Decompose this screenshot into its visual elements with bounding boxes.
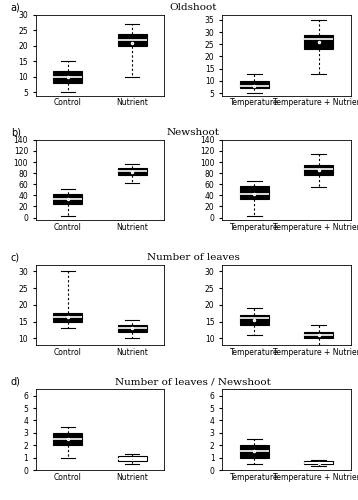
Text: Oldshoot: Oldshoot [170, 4, 217, 13]
Text: Newshoot: Newshoot [167, 128, 220, 138]
Text: c): c) [11, 252, 20, 262]
PathPatch shape [118, 168, 147, 175]
PathPatch shape [304, 462, 333, 464]
PathPatch shape [304, 332, 333, 338]
PathPatch shape [118, 456, 147, 462]
Text: Number of leaves: Number of leaves [147, 253, 240, 262]
PathPatch shape [118, 325, 147, 332]
PathPatch shape [240, 81, 269, 88]
PathPatch shape [240, 186, 269, 199]
PathPatch shape [304, 34, 333, 49]
Text: d): d) [11, 377, 21, 387]
PathPatch shape [53, 314, 82, 322]
Text: a): a) [11, 2, 20, 12]
PathPatch shape [53, 433, 82, 445]
PathPatch shape [53, 194, 82, 203]
PathPatch shape [304, 165, 333, 175]
PathPatch shape [118, 34, 147, 46]
PathPatch shape [240, 445, 269, 458]
Text: b): b) [11, 128, 21, 138]
Text: Number of leaves / Newshoot: Number of leaves / Newshoot [115, 378, 271, 387]
PathPatch shape [240, 315, 269, 325]
PathPatch shape [53, 71, 82, 83]
